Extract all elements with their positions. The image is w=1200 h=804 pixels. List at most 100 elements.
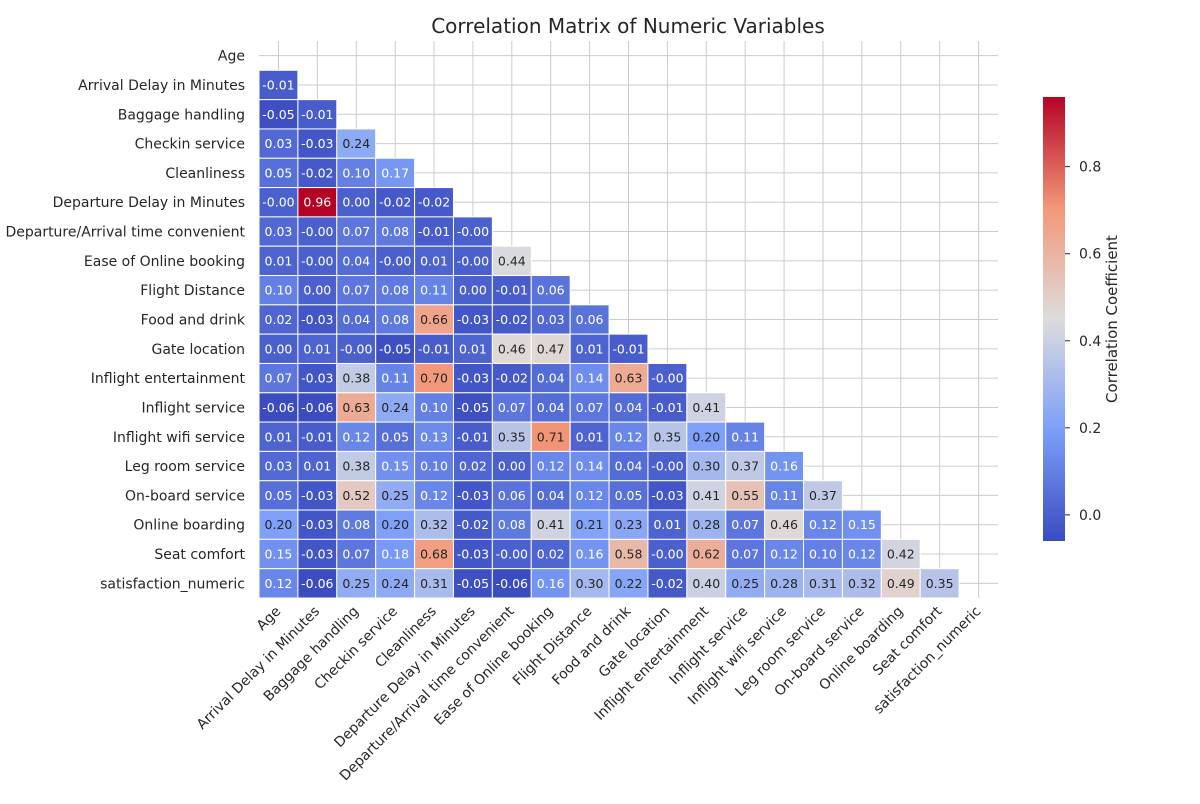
cell-value-label: -0.03 [301,371,333,386]
cell-value-label: 0.18 [381,547,409,562]
heatmap-cell [530,509,571,540]
cell-value-label: -0.02 [379,195,411,210]
cell-value-label: 0.20 [265,517,293,532]
cell-value-label: -0.05 [457,400,489,415]
cell-value-label: 0.32 [848,576,876,591]
cell-value-label: 0.05 [265,165,293,180]
heatmap-cell [452,568,493,599]
heatmap-cell [608,450,649,482]
row-tick-label: On-board service [125,488,245,504]
row-tick-label: Food and drink [141,313,246,329]
heatmap-cell [569,421,610,452]
cell-value-label: -0.03 [651,488,683,503]
heatmap-cell [258,450,299,482]
heatmap-cell [336,480,377,511]
cell-value-label: 0.08 [381,224,409,239]
heatmap-cell [414,245,454,277]
heatmap-cell [452,245,493,277]
heatmap-cell [491,568,532,599]
cell-value-label: 0.42 [887,547,915,562]
cell-value-label: 0.20 [381,517,409,532]
cell-value-label: 0.11 [770,488,798,503]
cell-value-label: -0.05 [379,341,411,356]
cell-value-label: 0.14 [576,371,604,386]
heatmap-cell [608,538,649,570]
cell-value-label: 0.12 [537,459,565,474]
colorbar-ticks: 0.0 0.2 0.4 0.6 0.8 [1065,160,1101,524]
cell-value-label: -0.00 [457,224,489,239]
row-tick-label: Inflight service [141,400,245,416]
cell-value-label: 0.02 [459,459,487,474]
cell-value-label: 0.37 [809,488,837,503]
cell-value-label: -0.00 [496,547,528,562]
cell-value-label: 0.40 [692,576,720,591]
cell-value-label: 0.24 [342,136,370,151]
heatmap-cell [258,568,299,599]
cell-value-label: -0.02 [496,371,528,386]
heatmap-cell [530,333,571,364]
heatmap-cell [608,509,649,540]
cell-value-label: 0.70 [420,371,448,386]
cell-value-label: 0.02 [537,547,565,562]
heatmap-cell [414,392,454,423]
cell-value-label: 0.35 [926,576,954,591]
cell-value-label: 0.37 [731,459,759,474]
cell-value-label: 0.03 [537,312,565,327]
heatmap-cell [841,538,882,570]
heatmap-cell [375,480,416,511]
cell-value-label: 0.06 [498,488,526,503]
cell-value-label: 0.41 [692,488,720,503]
cell-value-labels: -0.01 -0.05 -0.01 0.03 -0.03 0.24 0.05 -0.02 0.1… [262,77,953,590]
heatmap-cell [491,245,532,277]
cell-value-label: 0.62 [692,547,720,562]
heatmap-cell [880,568,921,599]
cell-value-label: -0.02 [651,576,683,591]
cell-value-label: 0.24 [381,576,409,591]
cell-value-label: 0.17 [381,165,409,180]
row-tick-label: Inflight entertainment [91,371,246,387]
cell-value-label: -0.06 [301,400,333,415]
cell-value-label: 0.35 [653,429,681,444]
heatmap-cell [647,568,688,599]
cell-value-label: 0.11 [731,429,759,444]
heatmap-cell [569,568,610,599]
cell-value-label: 0.63 [342,400,370,415]
cell-value-label: 0.10 [809,547,837,562]
heatmap-cell [297,99,338,130]
cell-value-label: 0.07 [498,400,526,415]
heatmap-cell [569,362,610,394]
row-tick-label: Ease of Online booking [84,254,245,270]
cell-value-label: 0.46 [498,341,526,356]
cell-value-label: -0.00 [457,253,489,268]
cell-value-label: 0.08 [381,312,409,327]
heatmap-cell [336,362,377,394]
cell-value-label: -0.01 [301,107,333,122]
cell-value-label: -0.01 [418,224,450,239]
cell-value-label: 0.07 [731,517,759,532]
heatmap-cell [530,421,571,452]
cell-value-label: 0.02 [265,312,293,327]
cell-value-label: 0.00 [265,341,293,356]
heatmap-cell [336,538,377,570]
cell-value-label: 0.03 [265,459,293,474]
cell-value-label: 0.96 [303,195,331,210]
heatmap-cell [569,392,610,423]
heatmap-cell [452,480,493,511]
heatmap-cell [686,568,727,599]
row-tick-label: Gate location [151,342,245,358]
heatmap-cell [297,509,338,540]
cell-value-label: 0.16 [770,459,798,474]
cell-value-label: 0.07 [265,371,293,386]
cell-value-label: 0.12 [576,488,604,503]
row-tick-label: Age [218,49,245,65]
cell-value-label: 0.06 [537,283,565,298]
cell-value-label: 0.16 [537,576,565,591]
row-tick-label: Seat comfort [154,547,245,563]
heatmap-cell [375,421,416,452]
cell-value-label: 0.11 [420,283,448,298]
heatmap-cell [647,509,688,540]
heatmap-cell [530,538,571,570]
cell-value-label: 0.66 [420,312,448,327]
chart-title: Correlation Matrix of Numeric Variables [431,14,825,38]
